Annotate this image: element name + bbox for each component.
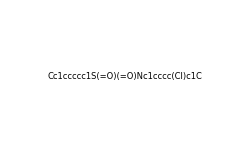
Text: Cc1ccccc1S(=O)(=O)Nc1cccc(Cl)c1C: Cc1ccccc1S(=O)(=O)Nc1cccc(Cl)c1C <box>48 71 203 81</box>
